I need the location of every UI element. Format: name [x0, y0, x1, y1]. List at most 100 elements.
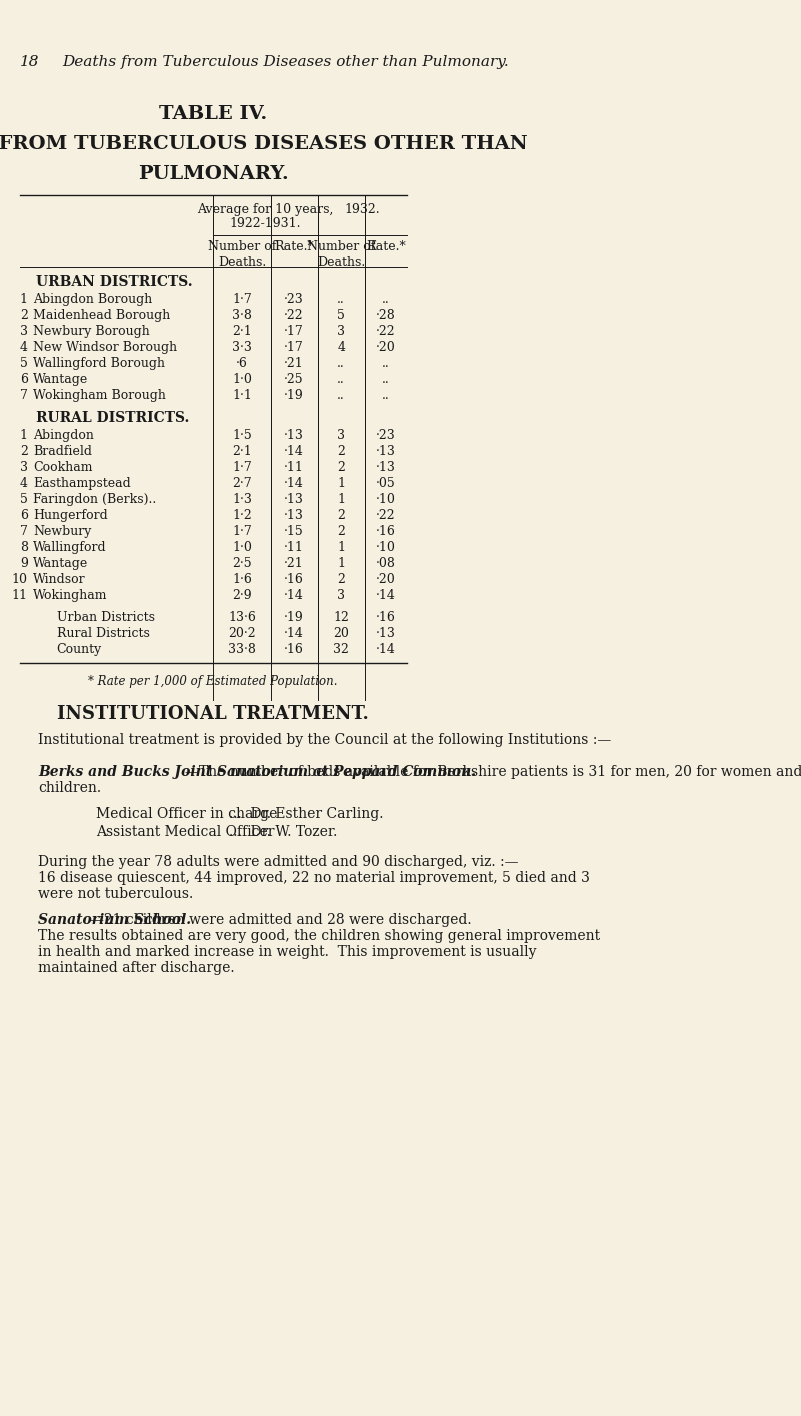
Text: 2: 2 [337, 508, 345, 523]
Text: were not tuberculous.: were not tuberculous. [38, 886, 194, 901]
Text: 1: 1 [337, 556, 345, 571]
Text: Newbury Borough: Newbury Borough [33, 326, 150, 338]
Text: 1·3: 1·3 [232, 493, 252, 506]
Text: ·23: ·23 [284, 293, 304, 306]
Text: ·16: ·16 [376, 610, 396, 624]
Text: 2·1: 2·1 [232, 445, 252, 457]
Text: Sanatorium School.: Sanatorium School. [38, 913, 191, 927]
Text: Institutional treatment is provided by the Council at the following Institutions: Institutional treatment is provided by t… [38, 733, 611, 748]
Text: 7: 7 [20, 525, 28, 538]
Text: ·22: ·22 [376, 326, 396, 338]
Text: ·14: ·14 [284, 589, 304, 602]
Text: The results obtained are very good, the children showing general improvement: The results obtained are very good, the … [38, 929, 601, 943]
Text: 1·5: 1·5 [232, 429, 252, 442]
Text: ·21: ·21 [284, 357, 304, 370]
Text: Faringdon (Berks)..: Faringdon (Berks).. [33, 493, 156, 506]
Text: 2: 2 [20, 445, 28, 457]
Text: Number of
Deaths.: Number of Deaths. [307, 239, 376, 269]
Text: 4: 4 [20, 341, 28, 354]
Text: Assistant Medical Officer: Assistant Medical Officer [95, 826, 274, 840]
Text: Bradfield: Bradfield [33, 445, 92, 457]
Text: 13·6: 13·6 [228, 610, 256, 624]
Text: DEATHS FROM TUBERCULOUS DISEASES OTHER THAN: DEATHS FROM TUBERCULOUS DISEASES OTHER T… [0, 135, 528, 153]
Text: 18: 18 [20, 55, 39, 69]
Text: 7: 7 [20, 389, 28, 402]
Text: ·20: ·20 [376, 573, 396, 586]
Text: ·17: ·17 [284, 326, 304, 338]
Text: Wantage: Wantage [33, 372, 88, 387]
Text: 1: 1 [20, 293, 28, 306]
Text: ·14: ·14 [284, 477, 304, 490]
Text: TABLE IV.: TABLE IV. [159, 105, 268, 123]
Text: ·22: ·22 [376, 508, 396, 523]
Text: 4: 4 [337, 341, 345, 354]
Text: ·19: ·19 [284, 610, 304, 624]
Text: County: County [57, 643, 102, 656]
Text: ·13: ·13 [376, 627, 396, 640]
Text: Maidenhead Borough: Maidenhead Borough [33, 309, 171, 321]
Text: ..: .. [382, 293, 390, 306]
Text: ·17: ·17 [284, 341, 304, 354]
Text: 2: 2 [20, 309, 28, 321]
Text: 1: 1 [337, 541, 345, 554]
Text: 2: 2 [337, 445, 345, 457]
Text: ·14: ·14 [376, 643, 396, 656]
Text: * Rate per 1,000 of Estimated Population.: * Rate per 1,000 of Estimated Population… [88, 675, 338, 688]
Text: 6: 6 [20, 372, 28, 387]
Text: 3: 3 [20, 326, 28, 338]
Text: ·10: ·10 [376, 541, 396, 554]
Text: ·11: ·11 [284, 462, 304, 474]
Text: 3: 3 [337, 326, 345, 338]
Text: INSTITUTIONAL TREATMENT.: INSTITUTIONAL TREATMENT. [58, 705, 369, 724]
Text: Cookham: Cookham [33, 462, 93, 474]
Text: ·21: ·21 [284, 556, 304, 571]
Text: 1·0: 1·0 [232, 372, 252, 387]
Text: ·16: ·16 [284, 643, 304, 656]
Text: 3: 3 [20, 462, 28, 474]
Text: 2·1: 2·1 [232, 326, 252, 338]
Text: Abingdon: Abingdon [33, 429, 94, 442]
Text: 16 disease quiescent, 44 improved, 22 no material improvement, 5 died and 3: 16 disease quiescent, 44 improved, 22 no… [38, 871, 590, 885]
Text: Berks and Bucks Joint Sanatorium at Peppard Common.: Berks and Bucks Joint Sanatorium at Pepp… [38, 765, 477, 779]
Text: 6: 6 [20, 508, 28, 523]
Text: in health and marked increase in weight.  This improvement is usually: in health and marked increase in weight.… [38, 944, 537, 959]
Text: Wallingford: Wallingford [33, 541, 107, 554]
Text: Abingdon Borough: Abingdon Borough [33, 293, 152, 306]
Text: Newbury: Newbury [33, 525, 91, 538]
Text: ·13: ·13 [376, 462, 396, 474]
Text: 2·7: 2·7 [232, 477, 252, 490]
Text: Wallingford Borough: Wallingford Borough [33, 357, 165, 370]
Text: 2·9: 2·9 [232, 589, 252, 602]
Text: ..: .. [337, 372, 345, 387]
Text: URBAN DISTRICTS.: URBAN DISTRICTS. [36, 275, 192, 289]
Text: 33·8: 33·8 [228, 643, 256, 656]
Text: ·05: ·05 [376, 477, 396, 490]
Text: 5: 5 [20, 493, 28, 506]
Text: 2: 2 [337, 462, 345, 474]
Text: 1: 1 [337, 493, 345, 506]
Text: ·13: ·13 [376, 445, 396, 457]
Text: ·23: ·23 [376, 429, 396, 442]
Text: ·6: ·6 [236, 357, 248, 370]
Text: ...  Dr. Esther Carling.: ... Dr. Esther Carling. [229, 807, 384, 821]
Text: 1·1: 1·1 [232, 389, 252, 402]
Text: ..: .. [382, 389, 390, 402]
Text: maintained after discharge.: maintained after discharge. [38, 961, 235, 976]
Text: ..: .. [382, 372, 390, 387]
Text: Urban Districts: Urban Districts [57, 610, 155, 624]
Text: PULMONARY.: PULMONARY. [138, 166, 288, 183]
Text: 4: 4 [20, 477, 28, 490]
Text: 1·2: 1·2 [232, 508, 252, 523]
Text: 3·3: 3·3 [232, 341, 252, 354]
Text: 20·2: 20·2 [228, 627, 256, 640]
Text: 3: 3 [337, 429, 345, 442]
Text: 2: 2 [337, 525, 345, 538]
Text: ·14: ·14 [376, 589, 396, 602]
Text: —21 children were admitted and 28 were discharged.: —21 children were admitted and 28 were d… [90, 913, 472, 927]
Text: 1922-1931.: 1922-1931. [230, 217, 301, 229]
Text: ..: .. [382, 357, 390, 370]
Text: ·11: ·11 [284, 541, 304, 554]
Text: 1·6: 1·6 [232, 573, 252, 586]
Text: Medical Officer in charge: Medical Officer in charge [95, 807, 277, 821]
Text: 1932.: 1932. [344, 202, 380, 217]
